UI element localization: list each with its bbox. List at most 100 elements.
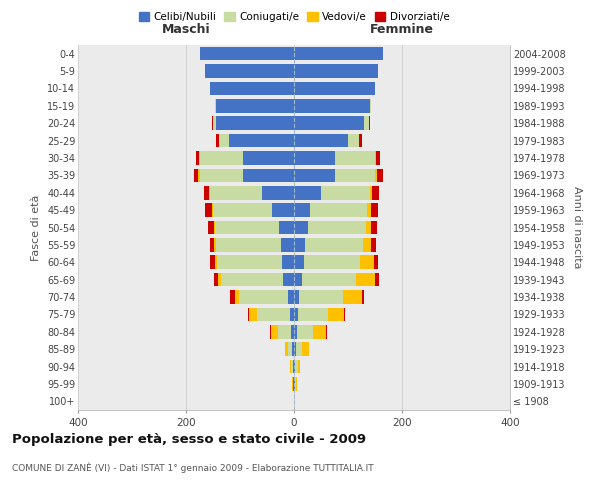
Bar bbox=[211, 186, 262, 200]
Bar bbox=[214, 220, 215, 234]
Bar bbox=[229, 134, 294, 147]
Bar bbox=[235, 290, 239, 304]
Bar bbox=[215, 99, 216, 112]
Bar bbox=[216, 116, 294, 130]
Bar bbox=[294, 220, 308, 234]
Bar bbox=[210, 238, 214, 252]
Bar bbox=[294, 325, 296, 338]
Bar bbox=[294, 151, 335, 165]
Bar bbox=[242, 151, 294, 165]
Bar bbox=[368, 116, 370, 130]
Bar bbox=[295, 360, 298, 374]
Bar bbox=[205, 64, 294, 78]
Bar bbox=[292, 342, 294, 356]
Bar bbox=[294, 360, 295, 374]
Bar bbox=[372, 186, 379, 200]
Bar bbox=[294, 308, 298, 321]
Bar bbox=[371, 204, 378, 217]
Bar bbox=[343, 290, 361, 304]
Bar bbox=[199, 168, 242, 182]
Bar bbox=[294, 256, 304, 269]
Bar bbox=[249, 308, 257, 321]
Y-axis label: Fasce di età: Fasce di età bbox=[31, 194, 41, 260]
Bar bbox=[213, 204, 272, 217]
Bar bbox=[220, 134, 229, 147]
Bar bbox=[295, 377, 296, 390]
Bar bbox=[212, 116, 213, 130]
Bar bbox=[212, 204, 213, 217]
Bar bbox=[196, 151, 199, 165]
Bar bbox=[294, 64, 378, 78]
Bar bbox=[328, 308, 344, 321]
Bar bbox=[375, 168, 377, 182]
Bar bbox=[308, 220, 366, 234]
Bar bbox=[294, 99, 370, 112]
Bar bbox=[366, 220, 371, 234]
Bar bbox=[367, 204, 371, 217]
Bar bbox=[359, 134, 362, 147]
Text: Femmine: Femmine bbox=[370, 23, 434, 36]
Bar bbox=[356, 273, 375, 286]
Bar bbox=[292, 325, 294, 338]
Bar bbox=[211, 82, 294, 95]
Bar bbox=[377, 168, 383, 182]
Bar bbox=[294, 186, 321, 200]
Bar bbox=[248, 308, 249, 321]
Bar bbox=[298, 308, 328, 321]
Bar bbox=[364, 116, 368, 130]
Bar bbox=[294, 342, 296, 356]
Bar bbox=[215, 220, 279, 234]
Bar bbox=[326, 325, 328, 338]
Bar bbox=[310, 204, 367, 217]
Bar bbox=[204, 186, 209, 200]
Bar bbox=[293, 360, 294, 374]
Bar bbox=[296, 342, 302, 356]
Bar bbox=[296, 325, 313, 338]
Bar bbox=[292, 360, 293, 374]
Bar bbox=[294, 116, 364, 130]
Bar bbox=[313, 325, 326, 338]
Bar bbox=[194, 168, 199, 182]
Bar bbox=[302, 273, 356, 286]
Bar bbox=[242, 168, 294, 182]
Bar bbox=[230, 290, 235, 304]
Bar bbox=[370, 186, 372, 200]
Bar bbox=[216, 99, 294, 112]
Bar bbox=[374, 256, 378, 269]
Bar bbox=[304, 256, 361, 269]
Bar bbox=[257, 308, 290, 321]
Bar bbox=[283, 273, 294, 286]
Bar bbox=[294, 82, 375, 95]
Bar bbox=[214, 273, 218, 286]
Bar bbox=[287, 290, 294, 304]
Bar bbox=[335, 168, 375, 182]
Text: COMUNE DI ZANÈ (VI) - Dati ISTAT 1° gennaio 2009 - Elaborazione TUTTITALIA.IT: COMUNE DI ZANÈ (VI) - Dati ISTAT 1° genn… bbox=[12, 462, 374, 473]
Bar bbox=[262, 186, 294, 200]
Bar bbox=[216, 134, 219, 147]
Bar bbox=[270, 325, 271, 338]
Bar bbox=[282, 256, 294, 269]
Bar bbox=[217, 256, 282, 269]
Bar bbox=[361, 290, 364, 304]
Bar bbox=[344, 308, 346, 321]
Bar bbox=[272, 204, 294, 217]
Bar bbox=[288, 342, 292, 356]
Bar bbox=[218, 273, 221, 286]
Bar bbox=[214, 238, 216, 252]
Bar bbox=[294, 204, 310, 217]
Bar bbox=[348, 134, 359, 147]
Bar bbox=[361, 256, 374, 269]
Text: Popolazione per età, sesso e stato civile - 2009: Popolazione per età, sesso e stato civil… bbox=[12, 432, 366, 446]
Bar bbox=[221, 273, 283, 286]
Bar bbox=[305, 238, 363, 252]
Bar bbox=[294, 290, 299, 304]
Bar bbox=[321, 186, 370, 200]
Bar bbox=[281, 238, 294, 252]
Bar bbox=[199, 47, 294, 60]
Bar bbox=[286, 342, 288, 356]
Bar bbox=[294, 273, 302, 286]
Bar bbox=[294, 238, 305, 252]
Bar bbox=[371, 238, 376, 252]
Bar bbox=[335, 151, 375, 165]
Bar bbox=[302, 342, 308, 356]
